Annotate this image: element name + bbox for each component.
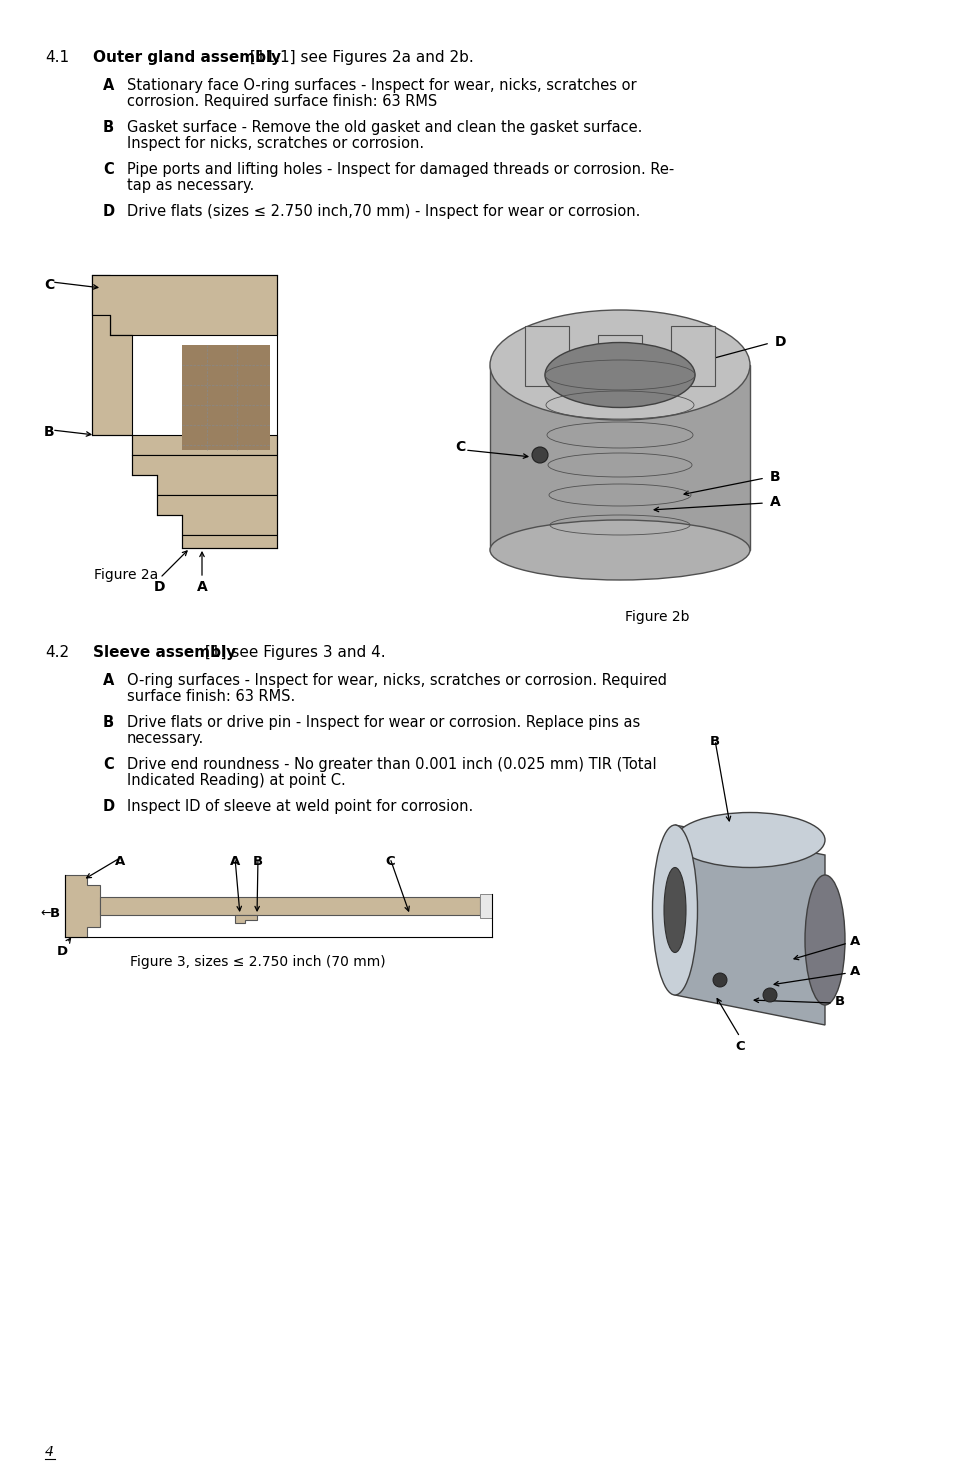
- Text: Figure 3, sizes ≤ 2.750 inch (70 mm): Figure 3, sizes ≤ 2.750 inch (70 mm): [130, 954, 385, 969]
- Polygon shape: [91, 316, 132, 435]
- Text: D: D: [154, 580, 166, 594]
- Text: Pipe ports and lifting holes - Inspect for damaged threads or corrosion. Re-: Pipe ports and lifting holes - Inspect f…: [127, 162, 674, 177]
- Circle shape: [712, 974, 726, 987]
- Text: C: C: [385, 855, 395, 867]
- Text: A: A: [849, 965, 860, 978]
- Text: [11.1] see Figures 2a and 2b.: [11.1] see Figures 2a and 2b.: [245, 50, 474, 65]
- Text: A: A: [103, 673, 114, 687]
- Polygon shape: [598, 335, 641, 395]
- Circle shape: [762, 988, 776, 1002]
- Ellipse shape: [675, 813, 824, 867]
- Text: D: D: [103, 204, 115, 218]
- Ellipse shape: [490, 521, 749, 580]
- Text: A: A: [769, 496, 780, 509]
- Text: 4.1: 4.1: [45, 50, 69, 65]
- Ellipse shape: [652, 825, 697, 996]
- Text: B: B: [253, 855, 263, 867]
- Text: C: C: [455, 440, 465, 454]
- Ellipse shape: [663, 867, 685, 953]
- Text: C: C: [103, 162, 113, 177]
- Text: A: A: [849, 935, 860, 948]
- Text: B: B: [103, 715, 114, 730]
- Text: Drive flats (sizes ≤ 2.750 inch,70 mm) - Inspect for wear or corrosion.: Drive flats (sizes ≤ 2.750 inch,70 mm) -…: [127, 204, 639, 218]
- Text: A: A: [114, 855, 125, 867]
- Text: necessary.: necessary.: [127, 732, 204, 746]
- Polygon shape: [675, 825, 824, 1025]
- Text: D: D: [56, 945, 68, 957]
- Polygon shape: [157, 496, 276, 535]
- Text: surface finish: 63 RMS.: surface finish: 63 RMS.: [127, 689, 294, 704]
- Text: ←: ←: [40, 907, 51, 920]
- Text: Figure 2b: Figure 2b: [624, 611, 689, 624]
- Text: Inspect ID of sleeve at weld point for corrosion.: Inspect ID of sleeve at weld point for c…: [127, 799, 473, 814]
- Polygon shape: [91, 274, 276, 335]
- Text: [1] see Figures 3 and 4.: [1] see Figures 3 and 4.: [200, 645, 385, 659]
- Text: A: A: [230, 855, 240, 867]
- Polygon shape: [100, 897, 479, 914]
- Text: corrosion. Required surface finish: 63 RMS: corrosion. Required surface finish: 63 R…: [127, 94, 436, 109]
- Text: Sleeve assembly: Sleeve assembly: [92, 645, 236, 659]
- Text: tap as necessary.: tap as necessary.: [127, 178, 254, 193]
- Polygon shape: [670, 326, 714, 386]
- Text: Stationary face O-ring surfaces - Inspect for wear, nicks, scratches or: Stationary face O-ring surfaces - Inspec…: [127, 78, 636, 93]
- Polygon shape: [91, 274, 110, 316]
- Polygon shape: [132, 435, 276, 454]
- Ellipse shape: [490, 310, 749, 420]
- Text: D: D: [774, 335, 785, 350]
- Text: 4: 4: [45, 1446, 53, 1459]
- Text: Outer gland assembly: Outer gland assembly: [92, 50, 281, 65]
- Text: B: B: [50, 907, 60, 920]
- Text: D: D: [103, 799, 115, 814]
- Text: C: C: [44, 277, 54, 292]
- Polygon shape: [132, 454, 276, 496]
- Polygon shape: [524, 326, 568, 386]
- Ellipse shape: [804, 875, 844, 1004]
- Text: A: A: [196, 580, 207, 594]
- Polygon shape: [182, 345, 270, 450]
- Text: O-ring surfaces - Inspect for wear, nicks, scratches or corrosion. Required: O-ring surfaces - Inspect for wear, nick…: [127, 673, 666, 687]
- Circle shape: [532, 447, 547, 463]
- Text: Gasket surface - Remove the old gasket and clean the gasket surface.: Gasket surface - Remove the old gasket a…: [127, 119, 641, 136]
- Text: B: B: [103, 119, 114, 136]
- Polygon shape: [182, 535, 276, 549]
- Text: Drive end roundness - No greater than 0.001 inch (0.025 mm) TIR (Total: Drive end roundness - No greater than 0.…: [127, 757, 656, 771]
- Text: Inspect for nicks, scratches or corrosion.: Inspect for nicks, scratches or corrosio…: [127, 136, 424, 150]
- Text: C: C: [103, 757, 113, 771]
- Text: B: B: [834, 996, 844, 1007]
- Text: B: B: [769, 471, 780, 484]
- Text: B: B: [44, 425, 54, 440]
- Text: Figure 2a: Figure 2a: [94, 568, 158, 583]
- Polygon shape: [65, 875, 100, 937]
- Text: Drive flats or drive pin - Inspect for wear or corrosion. Replace pins as: Drive flats or drive pin - Inspect for w…: [127, 715, 639, 730]
- Text: C: C: [735, 1040, 744, 1053]
- Polygon shape: [234, 914, 256, 923]
- Ellipse shape: [544, 342, 695, 407]
- Text: 4.2: 4.2: [45, 645, 69, 659]
- Text: Indicated Reading) at point C.: Indicated Reading) at point C.: [127, 773, 345, 788]
- Polygon shape: [479, 894, 492, 917]
- Text: B: B: [709, 735, 720, 748]
- Text: A: A: [103, 78, 114, 93]
- Polygon shape: [490, 364, 749, 550]
